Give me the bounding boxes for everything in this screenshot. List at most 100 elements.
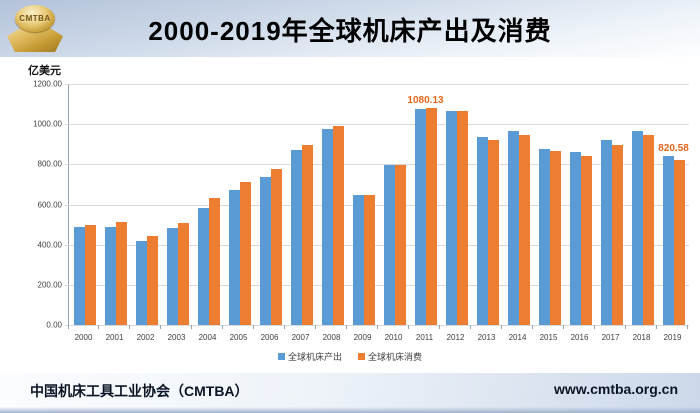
x-axis-label: 2005	[229, 333, 248, 342]
y-axis-tick-label: 200.00	[37, 280, 62, 290]
bar-production	[104, 227, 116, 325]
logo-text: CMTBA	[19, 14, 51, 23]
gridline	[65, 164, 689, 166]
x-axis-tick	[99, 325, 130, 329]
bar-production	[259, 177, 271, 325]
x-axis-label: 2000	[74, 333, 93, 342]
bar-group	[224, 84, 255, 325]
x-axis-tick	[316, 325, 347, 329]
x-axis-tick	[595, 325, 626, 329]
x-axis-label: 2016	[570, 333, 589, 342]
bar-production	[73, 226, 85, 325]
x-axis-tick	[502, 325, 533, 329]
gridline	[65, 84, 689, 85]
bar-production	[352, 194, 364, 325]
bar-production	[631, 131, 643, 325]
chart-legend: 全球机床产出 全球机床消费	[0, 350, 700, 363]
bar-consumption	[487, 140, 499, 325]
bar-consumption	[549, 150, 561, 325]
x-axis-tick	[161, 325, 192, 329]
x-axis-label: 2008	[322, 333, 341, 342]
bar-production	[662, 156, 674, 325]
x-axis-label: 2003	[167, 333, 186, 342]
bar-consumption	[270, 169, 282, 325]
bars-container: 1080.13 820.58	[69, 84, 689, 325]
bar-production	[290, 150, 302, 325]
bar-group	[534, 84, 565, 325]
bar-consumption	[84, 225, 96, 325]
x-axis-tick	[68, 325, 99, 329]
bar-group	[472, 84, 503, 325]
footer-band: 中国机床工具工业协会（CMTBA） www.cmtba.org.cn	[0, 373, 700, 413]
logo-gold-disc: CMTBA	[15, 5, 55, 32]
bar-production	[321, 129, 333, 325]
bar-consumption	[518, 135, 530, 325]
x-axis-tick	[254, 325, 285, 329]
x-axis-label: 2007	[291, 333, 310, 342]
bar-group	[162, 84, 193, 325]
bar-consumption	[580, 156, 592, 325]
bar-consumption	[208, 198, 220, 325]
x-axis-labels: 2000 2001 2002 2003 2004 2005 2006 2007 2008 2009…	[68, 333, 688, 342]
bar-consumption	[177, 222, 189, 325]
x-axis-label: 2015	[539, 333, 558, 342]
x-axis-label: 2006	[260, 333, 279, 342]
x-axis-label: 2011	[415, 333, 434, 342]
bar-group	[441, 84, 472, 325]
legend-label-consumption: 全球机床消费	[368, 352, 423, 362]
y-axis-labels: 0.00 200.00 400.00 600.00 800.00 1000.00 1200.…	[0, 80, 62, 330]
x-axis-label: 2002	[136, 333, 155, 342]
gridline	[65, 244, 689, 246]
bar-group	[69, 84, 100, 325]
y-axis-tick-label: 0.00	[46, 320, 62, 330]
bar-production	[197, 207, 209, 325]
x-axis-tick	[533, 325, 564, 329]
x-axis-label: 2019	[663, 333, 682, 342]
bar-consumption	[673, 160, 685, 325]
bar-group	[193, 84, 224, 325]
x-axis-tick	[409, 325, 440, 329]
cmtba-logo: CMTBA	[6, 2, 64, 53]
data-label: 1080.13	[407, 95, 444, 107]
x-axis-label: 2012	[446, 333, 465, 342]
bar-group: 1080.13	[407, 84, 444, 325]
x-axis-tick	[285, 325, 316, 329]
bar-production	[383, 164, 395, 325]
bar-group	[565, 84, 596, 325]
x-axis-label: 2018	[632, 333, 651, 342]
bar-production	[569, 152, 581, 325]
x-axis-label: 2004	[198, 333, 217, 342]
bar-consumption	[363, 195, 375, 325]
y-axis-tick-label: 800.00	[37, 159, 62, 169]
bar-production	[445, 110, 457, 325]
bar-production	[166, 227, 178, 325]
bar-production	[228, 189, 240, 325]
legend-swatch-consumption	[358, 353, 365, 360]
bar-group	[503, 84, 534, 325]
x-axis-label: 2014	[508, 333, 527, 342]
x-axis-tick	[192, 325, 223, 329]
bar-consumption	[425, 108, 437, 325]
x-axis-label: 2013	[477, 333, 496, 342]
legend-swatch-production	[277, 353, 285, 360]
gridline	[65, 204, 689, 206]
x-axis-tick	[378, 325, 409, 329]
page-title: 2000-2019年全球机床产出及消费	[148, 16, 552, 46]
bar-production	[600, 139, 612, 325]
bar-group	[379, 84, 410, 325]
y-axis-tick-label: 1200.00	[33, 79, 62, 89]
x-axis-ticks	[68, 325, 688, 329]
bar-consumption	[642, 135, 654, 325]
x-axis-tick	[626, 325, 657, 329]
bar-consumption	[115, 221, 127, 325]
x-axis-tick	[657, 325, 688, 329]
header-band: CMTBA 2000-2019年全球机床产出及消费	[0, 0, 700, 57]
x-axis-tick	[471, 325, 502, 329]
bar-group	[348, 84, 379, 325]
bar-production	[507, 130, 519, 325]
x-axis-tick	[130, 325, 161, 329]
x-axis-tick	[440, 325, 471, 329]
bar-production	[135, 240, 147, 325]
gridline	[65, 124, 689, 126]
